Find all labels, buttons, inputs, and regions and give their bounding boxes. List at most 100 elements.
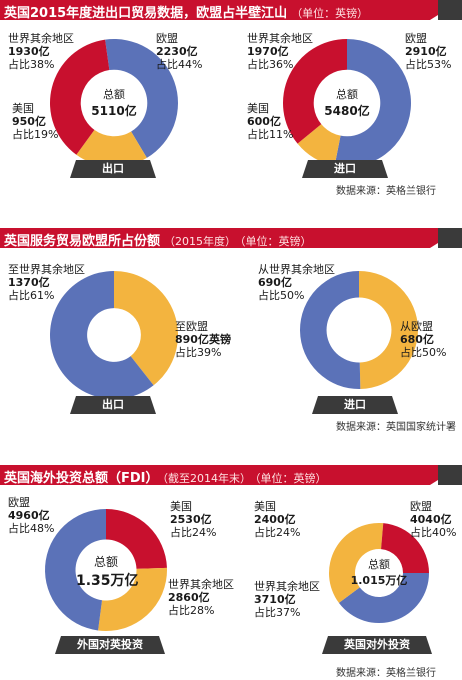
legend-share: 占比24% [170,526,217,539]
inward-center-label: 总额 [93,555,118,569]
legend-name: 从世界其余地区 [258,263,335,276]
export-tab: 出口 [70,160,156,178]
legend-share: 占比61% [8,289,55,302]
section3-source: 数据来源：英格兰银行 [336,668,436,679]
legend-share: 占比38% [8,58,55,71]
section2-year: （2015年度） [164,235,237,248]
legend-value: 2910亿 [405,45,447,58]
legend-value: 1370亿 [8,276,50,289]
service-import-legend-row: 从世界其余地区 690亿 占比50% [258,263,335,302]
export-legend-eu: 欧盟 2230亿 占比44% [156,32,202,71]
legend-name: 欧盟 [405,32,427,45]
legend-name: 世界其余地区 [254,580,320,593]
legend-value: 690亿 [258,276,292,289]
service-import-tab: 进口 [312,396,398,414]
legend-name: 美国 [170,500,192,513]
inward-center-value: 1.35万亿 [76,573,139,589]
outward-fdi-donut-chart [329,523,429,623]
outward-tab-label: 英国对外投资 [344,638,410,651]
service-export-donut-chart [50,271,178,399]
legend-share: 占比11% [247,128,294,141]
export-tab-label: 出口 [102,162,124,175]
legend-name: 从欧盟 [400,320,433,333]
import-tab-label: 进口 [334,162,356,175]
legend-name: 欧盟 [8,496,30,509]
import-legend-row: 世界其余地区 1970亿 占比36% [247,32,313,71]
export-center: 总额 5110亿 [84,86,144,119]
donut-slice-美国 [76,129,147,168]
inward-center: 总额 1.35万亿 [76,553,139,590]
legend-name: 至世界其余地区 [8,263,85,276]
service-import-legend-eu: 从欧盟 680亿 占比50% [400,320,446,359]
import-center-label: 总额 [336,88,358,101]
donut-slice-世界其余地区 [329,523,384,603]
donut-slice-世界其余地区 [98,567,167,631]
legend-value: 2230亿 [156,45,198,58]
export-donut-chart [49,38,179,168]
section3-banner: 英国海外投资总额（FDI） （截至2014年末） （单位：英镑） [0,465,462,486]
legend-value: 4960亿 [8,509,50,522]
outward-legend-eu: 欧盟 4040亿 占比40% [410,500,456,539]
donut-slice-欧盟 [338,573,429,623]
donut-slice-欧盟 [45,509,106,631]
inward-legend-row: 世界其余地区 2860亿 占比28% [168,578,234,617]
service-export-legend-row: 至世界其余地区 1370亿 占比61% [8,263,85,302]
donut-slice-美国 [297,124,341,166]
legend-value: 2400亿 [254,513,296,526]
legend-share: 占比37% [254,606,301,619]
outward-legend-row: 世界其余地区 3710亿 占比37% [254,580,320,619]
outward-center-value: 1.015万亿 [350,574,408,587]
legend-share: 占比36% [247,58,294,71]
legend-value: 950亿 [12,115,46,128]
donut-slice-至世界其余地区 [50,271,154,399]
section1-unit: （单位：英镑） [291,7,369,20]
inward-legend-eu: 欧盟 4960亿 占比48% [8,496,54,535]
inward-tab-label: 外国对英投资 [77,638,143,651]
legend-share: 占比19% [12,128,59,141]
legend-value: 1930亿 [8,45,50,58]
donut-slice-从世界其余地区 [299,271,361,389]
donut-slice-美国 [381,523,429,573]
section1-banner: 英国2015年度进出口贸易数据，欧盟占半壁江山 （单位：英镑） [0,0,462,21]
section2-title: 英国服务贸易欧盟所占份额 [4,234,161,249]
legend-name: 至欧盟 [175,320,208,333]
legend-name: 欧盟 [156,32,178,45]
legend-share: 占比24% [254,526,301,539]
legend-value: 890亿英镑 [175,333,231,346]
legend-share: 占比50% [258,289,305,302]
legend-value: 680亿 [400,333,434,346]
import-center: 总额 5480亿 [317,86,377,119]
legend-value: 3710亿 [254,593,296,606]
export-legend-us: 美国 950亿 占比19% [12,102,58,141]
legend-name: 美国 [247,102,269,115]
legend-name: 美国 [254,500,276,513]
legend-share: 占比28% [168,604,215,617]
donut-slice-至欧盟 [114,271,178,386]
export-center-label: 总额 [103,88,125,101]
donut-slice-从欧盟 [359,271,418,389]
legend-name: 欧盟 [410,500,432,513]
legend-share: 占比50% [400,346,447,359]
outward-legend-us: 美国 2400亿 占比24% [254,500,300,539]
legend-value: 600亿 [247,115,281,128]
outward-center-label: 总额 [368,558,390,571]
export-center-value: 5110亿 [91,104,137,118]
section2-banner: 英国服务贸易欧盟所占份额 （2015年度） （单位：英镑） [0,228,462,249]
export-legend-row: 世界其余地区 1930亿 占比38% [8,32,74,71]
section1-title: 英国2015年度进出口贸易数据，欧盟占半壁江山 [4,6,288,21]
legend-value: 2530亿 [170,513,212,526]
inward-tab: 外国对英投资 [55,636,165,654]
legend-value: 4040亿 [410,513,452,526]
donut-slice-世界其余地区 [49,39,110,155]
legend-name: 世界其余地区 [247,32,313,45]
inward-legend-us: 美国 2530亿 占比24% [170,500,216,539]
import-donut-chart [283,39,411,167]
service-export-legend-eu: 至欧盟 890亿英镑 占比39% [175,320,231,359]
section3-unit: （单位：英镑） [255,472,327,485]
legend-name: 世界其余地区 [8,32,74,45]
service-import-donut-chart [299,271,418,389]
inward-fdi-donut-chart [45,509,167,631]
outward-center: 总额 1.015万亿 [349,556,409,588]
donut-slice-美国 [106,509,167,569]
legend-share: 占比53% [405,58,452,71]
